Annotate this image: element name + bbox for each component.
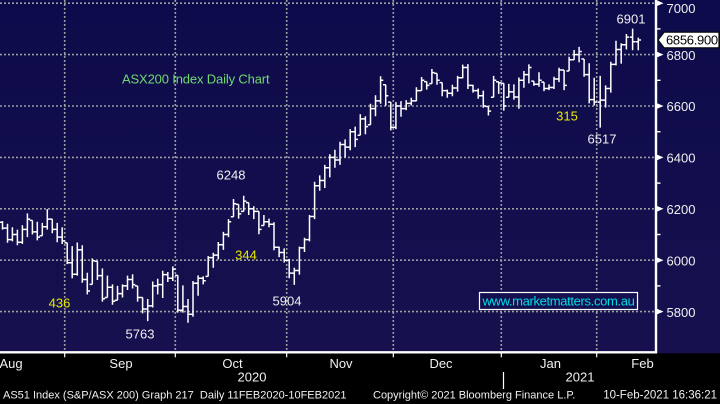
svg-text:6517: 6517 <box>588 132 617 147</box>
svg-text:6600: 6600 <box>667 99 696 114</box>
svg-text:5763: 5763 <box>126 327 155 342</box>
svg-text:Jan: Jan <box>540 356 561 371</box>
svg-text:2020: 2020 <box>238 370 267 385</box>
svg-text:Feb: Feb <box>631 356 653 371</box>
svg-text:Oct: Oct <box>222 356 243 371</box>
svg-text:6856.900: 6856.900 <box>666 33 718 48</box>
svg-text:6400: 6400 <box>667 151 696 166</box>
svg-text:7000: 7000 <box>667 1 696 16</box>
svg-text:436: 436 <box>49 296 71 311</box>
svg-text:Copyright© 2021 Bloomberg Fina: Copyright© 2021 Bloomberg Finance L.P. <box>373 390 575 402</box>
svg-text:6248: 6248 <box>217 168 246 183</box>
svg-text:AS51 Index (S&P/ASX 200) Graph: AS51 Index (S&P/ASX 200) Graph 217 Daily… <box>3 390 346 402</box>
svg-text:6800: 6800 <box>667 48 696 63</box>
svg-text:6000: 6000 <box>667 253 696 268</box>
svg-text:Aug: Aug <box>0 356 23 371</box>
svg-text:Nov: Nov <box>329 356 353 371</box>
svg-text:344: 344 <box>235 248 257 263</box>
svg-text:Dec: Dec <box>429 356 453 371</box>
svg-text:315: 315 <box>556 109 578 124</box>
svg-text:www.marketmatters.com.au: www.marketmatters.com.au <box>482 294 635 309</box>
svg-text:Sep: Sep <box>109 356 132 371</box>
svg-text:6200: 6200 <box>667 202 696 217</box>
svg-text:5904: 5904 <box>273 294 302 309</box>
svg-text:6901: 6901 <box>617 12 646 27</box>
svg-text:ASX200 Index Daily Chart: ASX200 Index Daily Chart <box>122 72 270 87</box>
svg-text:5800: 5800 <box>667 305 696 320</box>
svg-text:10-Feb-2021 16:36:21: 10-Feb-2021 16:36:21 <box>603 390 717 402</box>
svg-text:2021: 2021 <box>566 370 595 385</box>
